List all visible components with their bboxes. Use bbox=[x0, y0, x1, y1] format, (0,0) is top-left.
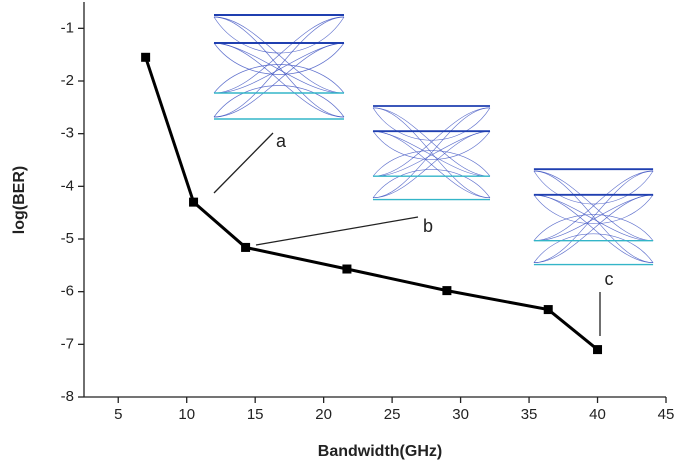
y-tick-label: -8 bbox=[61, 388, 74, 405]
x-axis-title: Bandwidth(GHz) bbox=[318, 443, 442, 460]
y-tick-label: -3 bbox=[61, 125, 74, 142]
data-point bbox=[241, 242, 251, 252]
data-point bbox=[189, 197, 199, 207]
x-tick-label: 15 bbox=[247, 406, 264, 423]
annotation: a bbox=[276, 131, 287, 151]
annotation: b bbox=[423, 216, 433, 236]
x-tick-label: 25 bbox=[384, 406, 401, 423]
eye-diagram bbox=[532, 160, 655, 270]
data-point bbox=[543, 305, 553, 315]
y-tick-label: -5 bbox=[61, 230, 74, 247]
y-tick-label: -4 bbox=[61, 177, 74, 194]
data-point bbox=[342, 264, 352, 274]
x-tick-label: 30 bbox=[452, 406, 469, 423]
annotation-line bbox=[213, 132, 274, 194]
x-tick-label: 40 bbox=[589, 406, 606, 423]
y-tick-label: -6 bbox=[61, 283, 74, 300]
y-axis-title: log(BER) bbox=[11, 166, 28, 234]
y-tick-label: -1 bbox=[61, 19, 74, 36]
annotation-line bbox=[255, 216, 419, 246]
annotation: c bbox=[605, 269, 614, 289]
data-point bbox=[442, 286, 452, 296]
data-point bbox=[141, 52, 151, 62]
eye-diagram bbox=[372, 97, 491, 205]
data-point bbox=[593, 345, 603, 355]
y-tick-label: -7 bbox=[61, 335, 74, 352]
data-line bbox=[144, 56, 599, 351]
eye-diagram bbox=[213, 5, 345, 125]
x-tick-label: 20 bbox=[315, 406, 332, 423]
x-tick-label: 45 bbox=[658, 406, 675, 423]
x-tick-label: 10 bbox=[178, 406, 195, 423]
x-tick-label: 35 bbox=[521, 406, 538, 423]
y-tick-label: -2 bbox=[61, 72, 74, 89]
x-tick-label: 5 bbox=[114, 406, 122, 423]
